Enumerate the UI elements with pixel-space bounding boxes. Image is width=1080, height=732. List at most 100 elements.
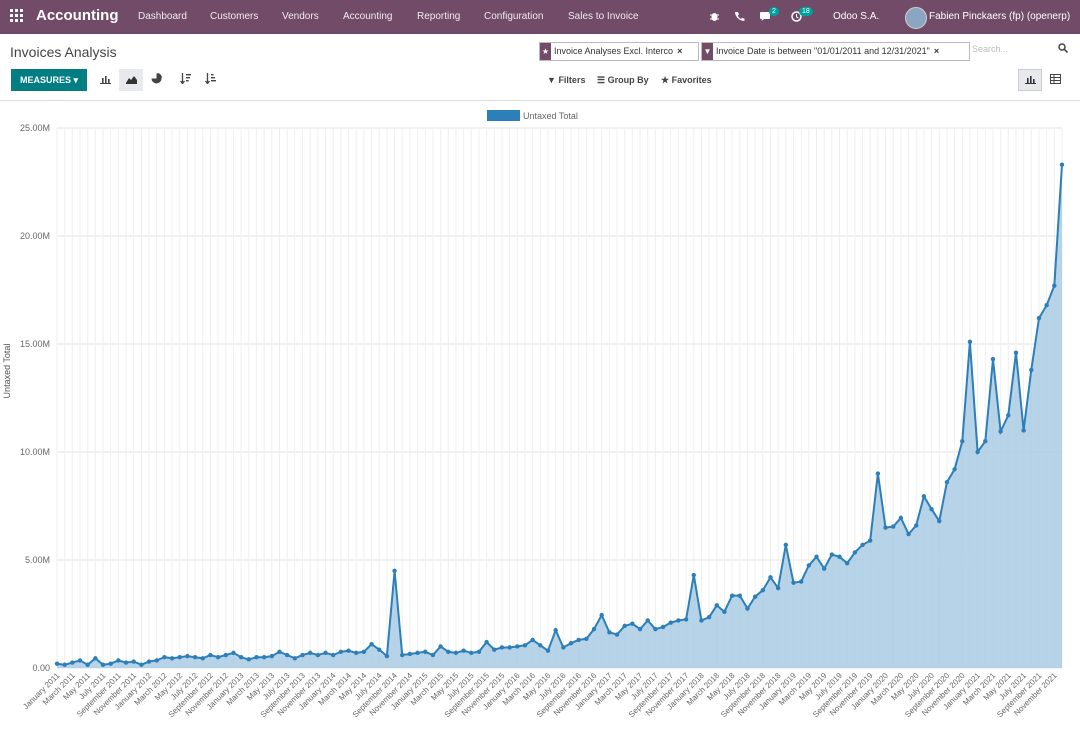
data-point[interactable] <box>423 649 428 654</box>
menu-dashboard[interactable]: Dashboard <box>138 11 187 22</box>
data-point[interactable] <box>1044 302 1049 308</box>
data-point[interactable] <box>93 656 98 661</box>
company-switcher[interactable]: Odoo S.A. <box>833 11 880 22</box>
data-point[interactable] <box>284 652 290 658</box>
data-point[interactable] <box>116 658 121 663</box>
data-point[interactable] <box>131 659 136 664</box>
data-point[interactable] <box>85 662 90 667</box>
data-point[interactable] <box>246 657 251 662</box>
legend-label[interactable]: Untaxed Total <box>523 111 578 121</box>
data-point[interactable] <box>637 626 643 632</box>
data-point[interactable] <box>346 648 351 653</box>
data-point[interactable] <box>530 637 535 643</box>
data-point[interactable] <box>937 518 942 524</box>
data-point[interactable] <box>821 566 827 571</box>
menu-sales-to-invoice[interactable]: Sales to Invoice <box>568 11 639 22</box>
data-point[interactable] <box>315 652 321 658</box>
menu-vendors[interactable]: Vendors <box>282 11 319 22</box>
data-point[interactable] <box>461 648 466 653</box>
group-by-dropdown[interactable]: ☰ Group By <box>597 75 649 86</box>
data-point[interactable] <box>70 660 75 665</box>
data-point[interactable] <box>829 552 835 557</box>
data-point[interactable] <box>960 439 965 444</box>
data-point[interactable] <box>561 645 566 650</box>
data-point[interactable] <box>668 620 673 625</box>
data-point[interactable] <box>645 618 650 623</box>
data-point[interactable] <box>139 662 144 667</box>
data-point[interactable] <box>906 531 911 537</box>
remove-facet-icon[interactable]: × <box>933 46 940 56</box>
data-point[interactable] <box>384 653 390 659</box>
data-point[interactable] <box>1021 428 1026 433</box>
data-point[interactable] <box>944 480 950 485</box>
data-point[interactable] <box>323 650 328 656</box>
data-point[interactable] <box>952 467 957 472</box>
data-point[interactable] <box>476 649 482 654</box>
user-menu[interactable]: Fabien Pinckaers (fp) (openerp) <box>929 11 1071 22</box>
data-point[interactable] <box>369 642 374 647</box>
measures-button[interactable]: MEASURES ▾ <box>11 69 87 91</box>
line-chart-mode-icon[interactable] <box>119 69 143 91</box>
data-point[interactable] <box>377 647 382 652</box>
data-point[interactable] <box>499 645 505 650</box>
data-point[interactable] <box>975 449 980 455</box>
data-point[interactable] <box>883 525 888 530</box>
data-point[interactable] <box>330 652 336 658</box>
data-point[interactable] <box>223 652 228 658</box>
data-point[interactable] <box>1013 350 1019 355</box>
data-point[interactable] <box>775 585 781 591</box>
data-point[interactable] <box>1036 315 1042 321</box>
data-point[interactable] <box>484 639 489 645</box>
data-point[interactable] <box>806 563 812 568</box>
data-point[interactable] <box>622 623 627 629</box>
data-point[interactable] <box>392 568 397 573</box>
data-point[interactable] <box>515 644 520 649</box>
data-point[interactable] <box>714 603 719 608</box>
data-point[interactable] <box>998 429 1003 434</box>
data-point[interactable] <box>192 655 198 660</box>
data-point[interactable] <box>798 579 804 584</box>
data-point[interactable] <box>914 523 919 528</box>
data-point[interactable] <box>200 656 205 661</box>
menu-configuration[interactable]: Configuration <box>484 11 544 22</box>
data-point[interactable] <box>338 649 344 654</box>
data-point[interactable] <box>538 643 543 648</box>
graph-view-icon[interactable] <box>1018 69 1042 91</box>
data-point[interactable] <box>1052 283 1057 288</box>
data-point[interactable] <box>660 624 666 630</box>
data-point[interactable] <box>300 652 305 658</box>
remove-facet-icon[interactable]: × <box>677 46 683 56</box>
data-point[interactable] <box>791 580 796 585</box>
data-point[interactable] <box>208 652 213 658</box>
search-icon[interactable] <box>1058 43 1068 53</box>
data-point[interactable] <box>752 594 758 599</box>
data-point[interactable] <box>630 621 635 626</box>
user-avatar[interactable] <box>905 7 927 29</box>
data-point[interactable] <box>277 649 282 654</box>
bar-chart-mode-icon[interactable] <box>93 69 117 91</box>
data-point[interactable] <box>614 632 620 637</box>
bug-icon[interactable] <box>709 11 720 22</box>
data-point[interactable] <box>1059 162 1065 167</box>
data-point[interactable] <box>983 439 988 444</box>
pie-chart-mode-icon[interactable] <box>144 69 168 91</box>
data-point[interactable] <box>77 658 83 663</box>
data-point[interactable] <box>683 617 689 622</box>
data-point[interactable] <box>591 626 597 632</box>
data-point[interactable] <box>967 339 973 345</box>
data-point[interactable] <box>837 554 842 559</box>
data-point[interactable] <box>169 656 175 661</box>
data-point[interactable] <box>415 650 420 656</box>
data-point[interactable] <box>108 661 113 666</box>
data-point[interactable] <box>875 471 881 476</box>
data-point[interactable] <box>576 637 581 643</box>
legend-swatch[interactable] <box>487 110 520 121</box>
pivot-view-icon[interactable] <box>1043 69 1067 91</box>
data-point[interactable] <box>990 356 996 362</box>
data-point[interactable] <box>407 651 413 657</box>
data-point[interactable] <box>123 660 129 665</box>
favorites-dropdown[interactable]: ★ Favorites <box>661 75 712 86</box>
activities-clock-icon[interactable] <box>791 11 802 22</box>
menu-accounting[interactable]: Accounting <box>343 11 393 22</box>
data-point[interactable] <box>507 645 512 650</box>
